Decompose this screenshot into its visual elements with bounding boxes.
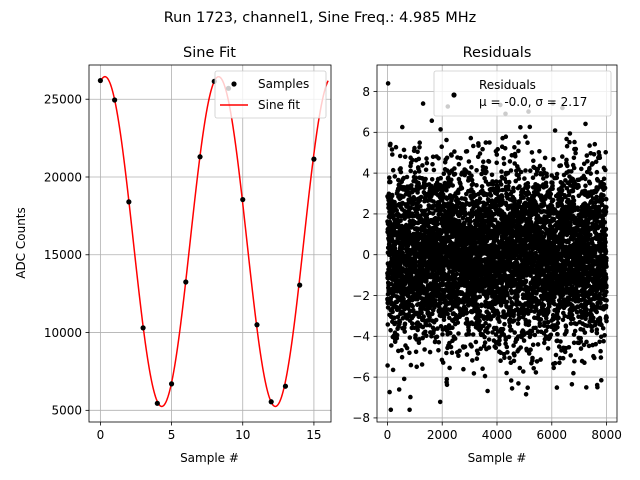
legend-residuals-marker bbox=[451, 92, 457, 98]
sine-fit-y-tick-label: 10000 bbox=[44, 326, 82, 340]
sine-fit-frame bbox=[88, 64, 332, 423]
residuals-x-tick-label: 4000 bbox=[482, 428, 513, 442]
sine-fit-y-label: ADC Counts bbox=[14, 207, 28, 279]
legend-samples-marker bbox=[231, 81, 237, 87]
sine-fit-title: Sine Fit bbox=[183, 45, 236, 61]
sample-point bbox=[97, 77, 103, 84]
legend-sine-fit-label: Sine fit bbox=[258, 98, 300, 112]
residuals-x-tick-label: 8000 bbox=[591, 428, 622, 442]
residuals-y-tick-label: −8 bbox=[352, 411, 370, 425]
sample-point bbox=[197, 154, 203, 160]
residuals-x-tick-label: 0 bbox=[384, 428, 392, 442]
residuals-axes: Residuals Sample # 0 2000 4000 6000 8000 −8 −6… bbox=[352, 45, 622, 465]
residuals-frame bbox=[376, 64, 618, 423]
legend-residuals-label: Residuals bbox=[479, 78, 536, 92]
sine-fit-x-tick-label: 0 bbox=[97, 428, 105, 442]
sample-point bbox=[268, 399, 274, 405]
residuals-y-tick-label: −2 bbox=[352, 289, 370, 303]
sample-point bbox=[254, 322, 260, 328]
residuals-y-tick-label: 0 bbox=[362, 248, 370, 262]
sine-fit-x-tick-label: 15 bbox=[306, 428, 321, 442]
residuals-legend: Residuals μ = -0.0, σ = 2.17 bbox=[433, 70, 612, 117]
sample-point bbox=[311, 156, 317, 162]
residuals-ticks: 0 2000 4000 6000 8000 −8 −6 −4 −2 0 2 4 6 8 bbox=[352, 85, 622, 442]
sample-point bbox=[112, 97, 118, 103]
sample-point bbox=[282, 383, 289, 389]
residuals-x-label: Sample # bbox=[468, 451, 527, 465]
legend-residuals-stats: μ = -0.0, σ = 2.17 bbox=[479, 95, 587, 109]
sample-point bbox=[154, 400, 160, 406]
residuals-y-tick-label: 4 bbox=[362, 166, 370, 180]
sine-fit-y-tick-label: 5000 bbox=[51, 404, 82, 418]
sample-point bbox=[168, 381, 175, 387]
sine-fit-grid bbox=[89, 65, 331, 422]
sample-point bbox=[183, 279, 189, 285]
residuals-plot-area bbox=[385, 81, 609, 413]
sample-point bbox=[240, 196, 246, 203]
residuals-y-tick-label: 8 bbox=[362, 85, 370, 99]
figure-suptitle: Run 1723, channel1, Sine Freq.: 4.985 MH… bbox=[164, 10, 477, 26]
sine-fit-y-tick-label: 15000 bbox=[44, 248, 82, 262]
residuals-y-tick-label: −6 bbox=[352, 370, 370, 384]
residuals-y-tick-label: 2 bbox=[362, 207, 370, 221]
residuals-x-tick-label: 6000 bbox=[537, 428, 568, 442]
residuals-legend-box bbox=[433, 70, 612, 117]
sine-fit-x-tick-label: 5 bbox=[168, 428, 176, 442]
residuals-title: Residuals bbox=[463, 45, 532, 61]
sine-fit-x-label: Sample # bbox=[180, 451, 239, 465]
residual-points bbox=[385, 81, 609, 413]
residuals-x-tick-label: 2000 bbox=[427, 428, 458, 442]
sample-point bbox=[297, 282, 303, 288]
sine-fit-legend-box bbox=[214, 70, 327, 119]
sine-fit-legend: Samples Sine fit bbox=[214, 70, 327, 119]
sine-fit-ticks: 0 5 10 15 5000 10000 15000 20000 25000 bbox=[44, 93, 322, 442]
sine-fit-plot-area bbox=[97, 75, 329, 408]
sample-point bbox=[140, 325, 146, 331]
sine-fit-y-tick-label: 25000 bbox=[44, 93, 82, 107]
legend-samples-label: Samples bbox=[258, 77, 309, 91]
sample-point bbox=[126, 199, 132, 205]
sine-fit-x-tick-label: 10 bbox=[235, 428, 250, 442]
sine-fit-axes: Sine Fit Sample # ADC Counts 0 5 10 15 5000 1… bbox=[14, 45, 332, 465]
sine-fit-y-tick-label: 20000 bbox=[44, 170, 82, 184]
residuals-y-tick-label: −4 bbox=[352, 330, 370, 344]
residuals-y-tick-label: 6 bbox=[362, 126, 370, 140]
